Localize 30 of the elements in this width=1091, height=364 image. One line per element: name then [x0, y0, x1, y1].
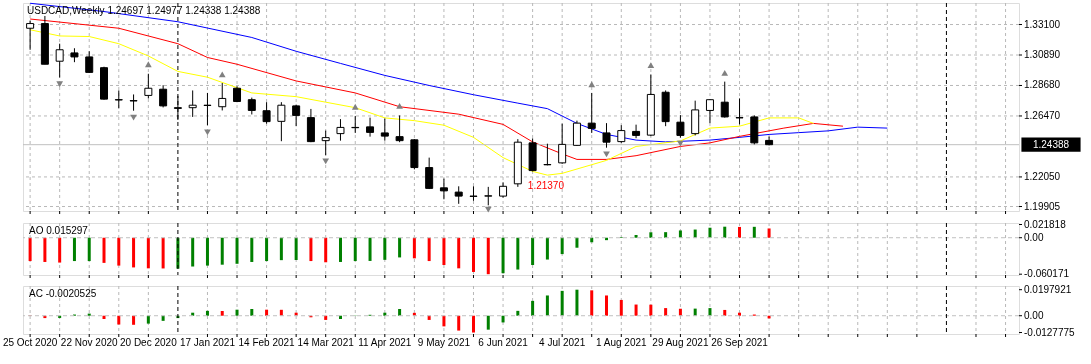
y-tick-label: 0.00	[1024, 309, 1044, 321]
y-tick-label: 1.26470	[1024, 109, 1061, 121]
y-tick-label: -0.0127775	[1024, 326, 1076, 338]
x-tick-label: 17 Jan 2021	[179, 337, 236, 348]
chart-title: AO 0.015297	[29, 225, 89, 236]
y-tick-label: 1.33100	[1024, 18, 1061, 30]
x-tick-label: 9 May 2021	[417, 337, 471, 348]
annotation: 1.21370	[527, 180, 565, 192]
x-tick-label: 1 Aug 2021	[595, 337, 648, 348]
x-tick-label: 26 Sep 2021	[711, 337, 769, 348]
y-tick-label: 1.28680	[1024, 79, 1061, 91]
x-tick-label: 20 Dec 2020	[119, 337, 178, 348]
y-tick-label: 0.0197921	[1024, 283, 1072, 295]
x-tick-label: 25 Oct 2020	[2, 337, 58, 348]
x-tick-label: 6 Jun 2021	[478, 337, 529, 348]
ref-line-label: 1.24388	[1032, 138, 1070, 150]
x-tick-label: 22 Nov 2020	[60, 337, 119, 348]
y-tick-label: 0.00	[1024, 231, 1044, 243]
x-tick-label: 29 Aug 2021	[652, 337, 709, 348]
y-tick-label: -0.060171	[1024, 268, 1070, 280]
y-tick-label: 1.30890	[1024, 49, 1061, 60]
x-tick-label: 11 Apr 2021	[358, 337, 412, 348]
chart-title: USDCAD,Weekly 1.24697 1.24977 1.24338 1.24388	[27, 5, 261, 16]
x-tick-label: 14 Feb 2021	[238, 337, 296, 348]
y-tick-label: 1.19905	[1024, 200, 1061, 212]
y-tick-label: 0.021818	[1024, 218, 1067, 230]
x-tick-label: 4 Jul 2021	[539, 337, 586, 348]
chart-title: AC -0.0020525	[29, 288, 97, 299]
x-tick-label: 14 Mar 2021	[297, 337, 355, 348]
y-tick-label: 1.22050	[1024, 170, 1061, 182]
